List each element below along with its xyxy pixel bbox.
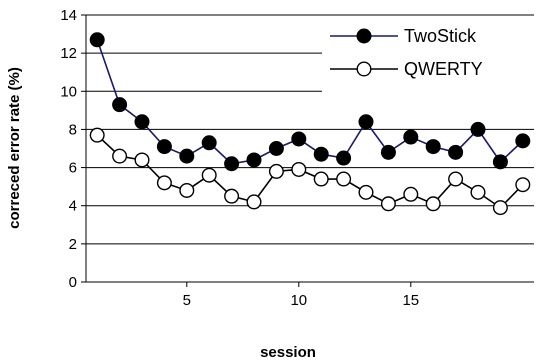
data-point-twostick (156, 139, 172, 155)
series-qwerty (89, 127, 531, 216)
data-point-qwerty (201, 167, 217, 183)
data-point-twostick (470, 121, 486, 137)
x-tick-label: 10 (290, 292, 307, 309)
legend-marker-qwerty (356, 61, 372, 77)
data-point-qwerty (156, 175, 172, 191)
x-tick-label: 5 (183, 292, 191, 309)
legend: TwoStick QWERTY (322, 22, 534, 98)
data-point-qwerty (112, 148, 128, 164)
data-point-twostick (246, 152, 262, 168)
data-point-twostick (268, 140, 284, 156)
data-point-twostick (425, 139, 441, 155)
data-point-twostick (515, 133, 531, 149)
data-point-qwerty (425, 196, 441, 212)
legend-marker-twostick (356, 28, 372, 44)
data-point-qwerty (313, 171, 329, 187)
y-tick-label: 0 (69, 274, 77, 291)
data-point-qwerty (380, 196, 396, 212)
x-axis-title: session (260, 344, 316, 361)
data-point-qwerty (89, 127, 105, 143)
data-point-qwerty (470, 184, 486, 200)
data-point-qwerty (492, 200, 508, 216)
data-point-qwerty (515, 177, 531, 193)
legend-label-qwerty: QWERTY (404, 59, 483, 79)
data-point-qwerty (291, 161, 307, 177)
series-twostick (89, 32, 531, 172)
data-point-twostick (448, 144, 464, 160)
gridlines (86, 14, 534, 245)
data-point-twostick (224, 156, 240, 172)
data-point-qwerty (224, 188, 240, 204)
data-point-qwerty (358, 184, 374, 200)
y-tick-label: 4 (69, 198, 77, 215)
y-tick-label: 6 (69, 160, 77, 177)
data-point-twostick (492, 154, 508, 170)
y-tick-label: 10 (60, 83, 77, 100)
data-point-qwerty (448, 171, 464, 187)
data-point-twostick (291, 131, 307, 147)
y-tick-label: 2 (69, 236, 77, 253)
data-point-qwerty (246, 194, 262, 210)
data-point-twostick (336, 150, 352, 166)
y-tick-label: 14 (60, 7, 77, 24)
data-point-qwerty (134, 152, 150, 168)
data-point-twostick (403, 129, 419, 145)
legend-label-twostick: TwoStick (404, 26, 477, 46)
y-axis-title: correced error rate (%) (6, 67, 23, 229)
data-point-twostick (313, 146, 329, 162)
y-tick-label: 12 (60, 45, 77, 62)
data-point-qwerty (403, 186, 419, 202)
data-point-twostick (89, 32, 105, 48)
data-point-qwerty (336, 171, 352, 187)
axes: 0 2 4 6 8 10 12 14 5 10 15 (60, 7, 534, 309)
data-point-twostick (201, 135, 217, 151)
data-point-twostick (112, 97, 128, 113)
series-layer (89, 32, 531, 216)
data-point-twostick (134, 114, 150, 130)
data-point-qwerty (268, 163, 284, 179)
data-point-twostick (179, 148, 195, 164)
y-tick-label: 8 (69, 121, 77, 138)
x-tick-label: 15 (402, 292, 419, 309)
data-point-twostick (358, 114, 374, 130)
data-point-twostick (380, 144, 396, 160)
data-point-qwerty (179, 182, 195, 198)
